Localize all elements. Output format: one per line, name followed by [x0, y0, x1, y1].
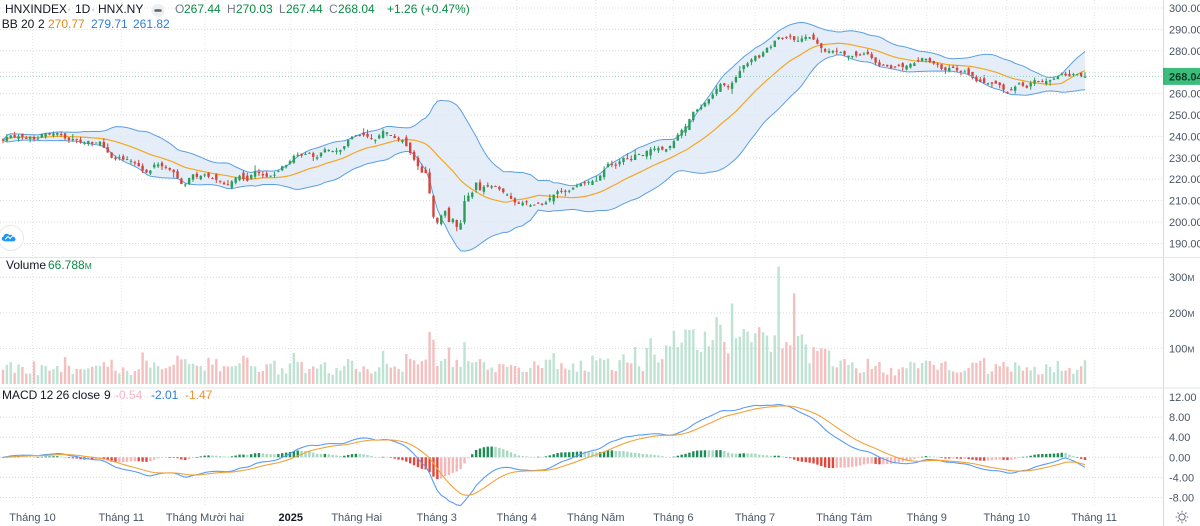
svg-text:BB: BB — [2, 17, 18, 31]
svg-text:12: 12 — [40, 388, 54, 402]
svg-text:C: C — [329, 2, 338, 16]
svg-text:2025: 2025 — [279, 512, 303, 524]
svg-text:210.00: 210.00 — [1169, 196, 1200, 208]
svg-text:Volume: Volume — [6, 258, 46, 272]
svg-text:Tháng 10: Tháng 10 — [983, 512, 1029, 524]
svg-text:2: 2 — [38, 17, 45, 31]
svg-text:200.00: 200.00 — [1169, 217, 1200, 229]
svg-text:Tháng Hai: Tháng Hai — [331, 512, 382, 524]
svg-text:Tháng 11: Tháng 11 — [98, 512, 144, 524]
svg-text:0.00: 0.00 — [1169, 452, 1190, 464]
svg-text:66.788M: 66.788M — [48, 258, 92, 272]
svg-text:300M: 300M — [1169, 272, 1194, 284]
svg-text:·: · — [67, 2, 71, 16]
svg-text:9: 9 — [104, 388, 111, 402]
svg-text:8.00: 8.00 — [1169, 412, 1190, 424]
svg-text:Tháng 4: Tháng 4 — [497, 512, 537, 524]
svg-text:190.00: 190.00 — [1169, 238, 1200, 250]
svg-text:MACD: MACD — [2, 388, 38, 402]
svg-text:Tháng 3: Tháng 3 — [417, 512, 457, 524]
svg-text:O: O — [175, 2, 184, 16]
svg-text:290.00: 290.00 — [1169, 24, 1200, 36]
svg-text:L: L — [279, 2, 286, 16]
svg-text:Tháng 10: Tháng 10 — [9, 512, 55, 524]
svg-text:H: H — [227, 2, 236, 16]
svg-text:Tháng 6: Tháng 6 — [653, 512, 693, 524]
svg-text:300.00: 300.00 — [1169, 3, 1200, 15]
svg-text:·: · — [91, 2, 95, 16]
svg-text:12.00: 12.00 — [1169, 392, 1197, 404]
svg-text:-1.47: -1.47 — [185, 388, 213, 402]
svg-text:Tháng 7: Tháng 7 — [735, 512, 775, 524]
svg-text:Tháng Tám: Tháng Tám — [816, 512, 872, 524]
svg-text:200M: 200M — [1169, 308, 1194, 320]
svg-text:26: 26 — [56, 388, 70, 402]
svg-text:100M: 100M — [1169, 343, 1194, 355]
svg-text:250.00: 250.00 — [1169, 110, 1200, 122]
svg-text:HNX.NY: HNX.NY — [98, 2, 143, 16]
svg-text:270.77: 270.77 — [48, 17, 85, 31]
svg-text:-2.01: -2.01 — [151, 388, 179, 402]
svg-text:268.04: 268.04 — [1169, 71, 1200, 83]
svg-text:280.00: 280.00 — [1169, 46, 1200, 58]
svg-text:1D: 1D — [75, 2, 91, 16]
svg-text:Tháng 9: Tháng 9 — [907, 512, 947, 524]
svg-text:20: 20 — [21, 17, 35, 31]
svg-text:-4.00: -4.00 — [1169, 472, 1194, 484]
svg-text:230.00: 230.00 — [1169, 153, 1200, 165]
svg-text:261.82: 261.82 — [133, 17, 170, 31]
svg-text:Tháng Mười hai: Tháng Mười hai — [166, 512, 244, 524]
svg-text:268.04: 268.04 — [338, 2, 375, 16]
svg-text:+1.26 (+0.47%): +1.26 (+0.47%) — [387, 2, 470, 16]
svg-text:240.00: 240.00 — [1169, 131, 1200, 143]
svg-text:4.00: 4.00 — [1169, 432, 1190, 444]
svg-text:close: close — [72, 388, 100, 402]
svg-text:270.03: 270.03 — [236, 2, 273, 16]
svg-text:Tháng Năm: Tháng Năm — [567, 512, 624, 524]
svg-text:220.00: 220.00 — [1169, 174, 1200, 186]
svg-text:260.00: 260.00 — [1169, 89, 1200, 101]
svg-text:267.44: 267.44 — [286, 2, 323, 16]
svg-text:Tháng 11: Tháng 11 — [1071, 512, 1117, 524]
svg-text:HNXINDEX: HNXINDEX — [5, 2, 67, 16]
svg-text:279.71: 279.71 — [91, 17, 128, 31]
svg-text:-8.00: -8.00 — [1169, 493, 1194, 505]
svg-text:267.44: 267.44 — [184, 2, 221, 16]
svg-text:-0.54: -0.54 — [115, 388, 143, 402]
